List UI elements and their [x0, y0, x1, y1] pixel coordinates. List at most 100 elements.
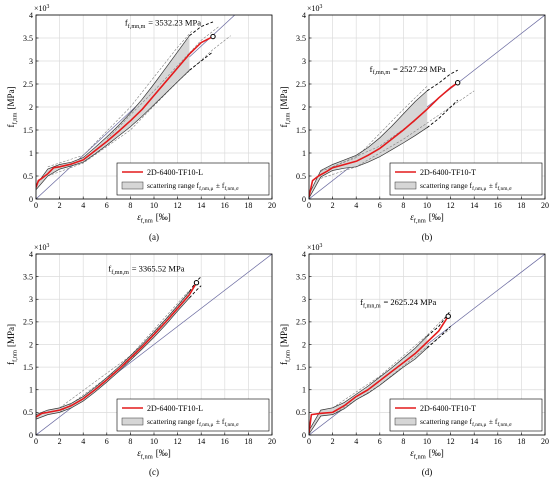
- y-tick-label: 1.5: [23, 126, 33, 135]
- legend-label-series: 2D-6400-TF10-T: [420, 168, 476, 177]
- x-tick-label: 18: [244, 437, 252, 446]
- y-tick-label: 3: [302, 57, 306, 66]
- x-tick-label: 2: [58, 201, 62, 210]
- range-lower-extension: [426, 99, 458, 129]
- x-tick-label: 6: [105, 437, 109, 446]
- y-tick-label: 2.5: [23, 318, 33, 327]
- specimen-curve-2: [320, 90, 475, 179]
- x-tick-label: 16: [221, 201, 229, 210]
- y-tick-label: 1: [302, 149, 306, 158]
- y-tick-label: 0.5: [296, 172, 306, 181]
- y-tick-label: 2: [302, 340, 306, 349]
- y-tick-label: 2.5: [23, 80, 33, 89]
- specimen-curve-2: [332, 328, 451, 415]
- x-tick-label: 6: [378, 437, 382, 446]
- specimen-curve-1: [59, 289, 190, 409]
- y-tick-label: 2: [29, 340, 33, 349]
- x-tick-label: 20: [541, 201, 549, 210]
- legend: 2D-6400-TF10-L scattering range ff,nm,μ ±…: [116, 398, 270, 432]
- y-tick-label: 4: [29, 250, 33, 259]
- x-tick-label: 14: [470, 201, 478, 210]
- end-point-marker: [193, 279, 200, 286]
- legend-label-range: scattering range ff,nm,μ ± ff,nm,σ: [147, 417, 239, 428]
- x-tick-label: 12: [447, 437, 455, 446]
- legend-label-series: 2D-6400-TF10-T: [420, 404, 476, 413]
- y-tick-label: 2: [302, 103, 306, 112]
- y-axis-label: ff,nm [MPa]: [279, 324, 292, 365]
- y-axis-label: ff,nm [MPa]: [279, 86, 292, 127]
- x-tick-label: 10: [423, 201, 431, 210]
- legend-label-series: 2D-6400-TF10-L: [147, 168, 203, 177]
- range-upper-bound: [309, 90, 428, 195]
- specimen-curve-1: [47, 30, 192, 168]
- legend-box: [389, 398, 543, 432]
- y-tick-label: 3: [302, 295, 306, 304]
- x-axis-label: εf,nm [‰]: [410, 212, 444, 225]
- y-multiplier: ×103: [307, 4, 323, 13]
- y-tick-label: 3: [29, 57, 33, 66]
- x-tick-label: 6: [105, 201, 109, 210]
- legend: 2D-6400-TF10-T scattering range ff,nm,μ ±…: [389, 398, 543, 432]
- specimen-curve-3: [106, 26, 220, 140]
- y-tick-label: 3: [29, 295, 33, 304]
- x-tick-label: 4: [354, 437, 358, 446]
- y-tick-label: 1.5: [23, 363, 33, 372]
- x-tick-label: 18: [244, 201, 252, 210]
- x-tick-label: 8: [401, 201, 405, 210]
- x-tick-label: 12: [447, 201, 455, 210]
- x-tick-label: 0: [34, 201, 38, 210]
- x-tick-label: 12: [174, 437, 182, 446]
- legend-swatch-range: [394, 181, 417, 190]
- data-layer: [309, 15, 545, 199]
- data-layer: [36, 254, 272, 435]
- legend-label-range: scattering range ff,nm,μ ± ff,nm,σ: [147, 181, 239, 192]
- range-lower-bound: [36, 69, 190, 191]
- y-tick-label: 0: [302, 195, 306, 204]
- panel-label: (d): [422, 467, 433, 477]
- x-tick-label: 20: [268, 437, 276, 446]
- legend-swatch-range: [394, 417, 417, 426]
- x-tick-label: 20: [541, 437, 549, 446]
- range-lower-bound: [36, 297, 190, 420]
- y-tick-label: 0.5: [296, 408, 306, 417]
- legend-swatch-range: [121, 417, 144, 426]
- x-tick-label: 2: [331, 437, 335, 446]
- x-tick-label: 14: [197, 437, 205, 446]
- y-tick-label: 3.5: [23, 272, 33, 281]
- x-tick-label: 0: [34, 437, 38, 446]
- end-point-marker: [445, 313, 451, 319]
- x-tick-label: 16: [494, 201, 502, 210]
- x-tick-label: 10: [150, 201, 158, 210]
- mean-curve: [36, 35, 214, 188]
- y-tick-label: 0.5: [23, 172, 33, 181]
- mean-curve: [36, 282, 198, 418]
- range-lower-extension: [426, 326, 451, 349]
- legend-label-range: scattering range ff,nm,μ ± ff,nm,σ: [420, 417, 512, 428]
- legend-label-series: 2D-6400-TF10-L: [147, 404, 203, 413]
- y-tick-label: 1.5: [296, 363, 306, 372]
- y-tick-label: 0: [302, 431, 306, 440]
- x-tick-label: 4: [81, 201, 85, 210]
- mean-curve: [309, 315, 449, 433]
- y-tick-label: 0: [29, 195, 33, 204]
- range-upper-bound: [36, 291, 190, 415]
- y-tick-label: 3.5: [296, 272, 306, 281]
- legend-box: [116, 398, 270, 432]
- x-tick-label: 2: [58, 437, 62, 446]
- range-upper-extension: [426, 310, 451, 337]
- legend: 2D-6400-TF10-T scattering range ff,nm,μ ±…: [389, 162, 543, 196]
- y-tick-label: 1: [29, 149, 33, 158]
- y-tick-label: 3.5: [23, 34, 33, 43]
- x-tick-label: 10: [423, 437, 431, 446]
- y-tick-label: 1.5: [296, 126, 306, 135]
- panel-label: (b): [422, 232, 433, 242]
- range-upper-bound: [309, 336, 428, 431]
- x-tick-label: 2: [331, 201, 335, 210]
- x-tick-label: 0: [307, 201, 311, 210]
- x-tick-label: 18: [517, 201, 525, 210]
- y-tick-label: 3.5: [296, 34, 306, 43]
- x-tick-label: 8: [128, 437, 132, 446]
